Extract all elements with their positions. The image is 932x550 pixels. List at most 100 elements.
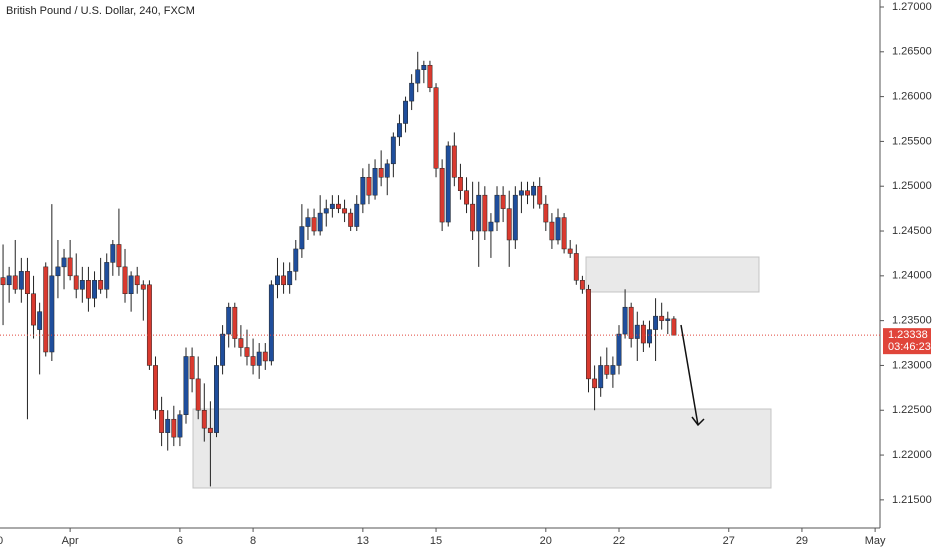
candle-body	[640, 324, 646, 344]
candle-body	[159, 409, 165, 433]
candle-body	[555, 217, 561, 241]
x-tick-label: 8	[250, 535, 256, 547]
y-tick-label: 1.24500	[892, 225, 932, 237]
candle-body	[506, 208, 512, 241]
candle-body	[549, 221, 555, 241]
candle-body	[360, 177, 366, 205]
candle-body	[238, 338, 244, 348]
chart-title: British Pound / U.S. Dollar, 240, FXCM	[6, 5, 195, 17]
y-tick-label: 1.23000	[892, 359, 932, 371]
candle-body	[378, 168, 384, 178]
candle-body	[445, 145, 451, 223]
candle-body	[110, 244, 116, 263]
candle-body	[464, 190, 469, 205]
x-tick-label: 29	[796, 535, 808, 547]
candle-body	[183, 356, 189, 415]
last-price-box	[883, 328, 931, 355]
candle-body	[293, 248, 299, 272]
x-tick-label: 20	[540, 535, 552, 547]
candle-body	[567, 248, 573, 254]
candle-body	[409, 82, 415, 102]
y-tick-label: 1.27000	[892, 1, 932, 13]
candle-body	[592, 378, 598, 389]
candle-body	[396, 123, 402, 138]
supply-zone	[585, 256, 760, 293]
candle-body	[628, 306, 634, 339]
candle-body	[634, 324, 640, 339]
candle-body	[6, 275, 12, 286]
candle-body	[427, 64, 433, 88]
candle-body	[348, 212, 354, 227]
y-tick-label: 1.26000	[892, 91, 932, 103]
y-tick-label: 1.22000	[892, 449, 932, 461]
candle-body	[67, 257, 73, 277]
candle-body	[232, 306, 238, 339]
candle-body	[543, 203, 549, 223]
x-tick-label: 13	[357, 535, 369, 547]
candle-body	[518, 190, 524, 196]
candle-body	[415, 69, 421, 84]
candle-body	[220, 333, 226, 366]
projection-arrow	[680, 324, 705, 427]
candle-body	[329, 203, 335, 209]
candle-body	[256, 351, 262, 366]
candle-body	[128, 275, 134, 295]
candle-body	[268, 284, 274, 362]
candle-body	[104, 262, 110, 290]
candle-body	[573, 253, 579, 281]
candle-body	[311, 217, 317, 232]
candle-body	[299, 226, 305, 250]
candle-body	[390, 136, 396, 165]
candle-body	[610, 365, 616, 375]
countdown-label: 03:46:23	[888, 341, 931, 353]
candle-body	[604, 365, 610, 375]
candle-body	[372, 168, 378, 196]
candle-body	[457, 177, 463, 191]
candle-body	[579, 280, 585, 290]
candle-body	[305, 217, 311, 227]
x-tick-label: May	[865, 535, 886, 547]
candle-body	[226, 306, 232, 335]
candle-body	[214, 365, 219, 433]
candle-body	[421, 64, 427, 70]
candle-body	[73, 275, 79, 290]
candle-body	[31, 293, 36, 326]
y-tick-label: 1.25000	[892, 180, 932, 192]
candle-body	[616, 333, 622, 366]
candle-body	[342, 208, 348, 214]
candle-body	[18, 271, 24, 290]
candle-body	[116, 244, 122, 268]
candle-body	[55, 266, 61, 277]
candle-body	[336, 203, 341, 209]
candle-body	[653, 315, 659, 330]
candle-body	[665, 318, 671, 321]
candle-body	[85, 280, 91, 299]
x-tick-label: 30	[0, 535, 3, 547]
candle-body	[366, 177, 372, 196]
candle-body	[171, 418, 177, 438]
candle-body	[384, 163, 390, 178]
candle-body	[43, 266, 49, 353]
candle-body	[403, 100, 408, 124]
candle-body	[92, 280, 97, 299]
candle-body	[561, 217, 567, 250]
candle-body	[622, 306, 628, 335]
demand-zone	[192, 408, 772, 489]
candle-body	[470, 203, 476, 232]
last-price-label: 1.23338	[888, 329, 928, 341]
candle-body	[250, 356, 256, 366]
candle-body	[500, 194, 506, 209]
candle-body	[671, 318, 677, 336]
candle-body	[476, 194, 482, 232]
candle-body	[512, 194, 518, 241]
candle-body	[177, 414, 183, 438]
candle-body	[153, 365, 158, 411]
candle-body	[281, 275, 287, 286]
candle-body	[287, 271, 293, 286]
candle-body	[0, 277, 6, 286]
candle-body	[98, 280, 104, 290]
candle-body	[12, 275, 18, 290]
y-tick-label: 1.23500	[892, 315, 932, 327]
